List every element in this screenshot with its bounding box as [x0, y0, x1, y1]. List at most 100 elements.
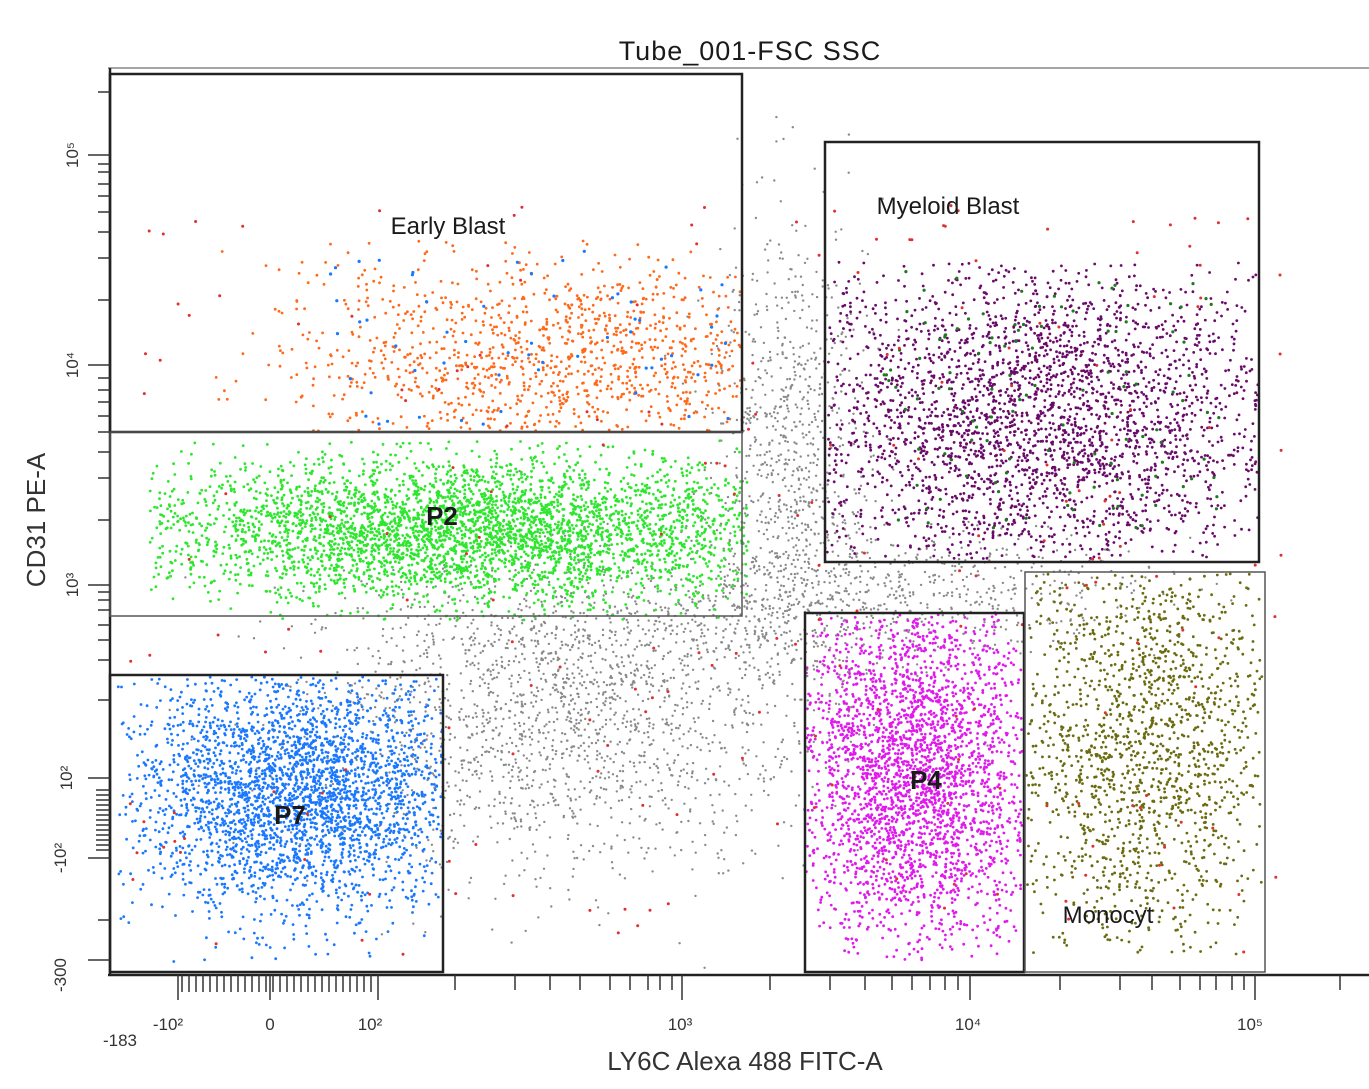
event-dot-ungated — [840, 626, 842, 628]
event-dot-ungated — [710, 462, 712, 464]
event-dot-ungated — [901, 573, 903, 575]
event-dot-early-blast — [597, 367, 600, 370]
event-dot-ungated — [792, 527, 794, 529]
event-dot-ungated — [782, 877, 784, 879]
event-dot-early-blast — [630, 384, 633, 387]
event-dot-ungated — [794, 360, 796, 362]
event-dot-ungated — [791, 429, 793, 431]
event-dot-ungated — [489, 770, 491, 772]
event-dot-ungated — [609, 684, 611, 686]
event-dot-ungated — [777, 663, 779, 665]
event-dot-early-blast — [431, 419, 434, 422]
event-dot-ungated — [849, 556, 851, 558]
event-dot-p2 — [410, 450, 413, 453]
event-dot-ungated — [802, 606, 804, 608]
event-dot-ungated — [848, 593, 850, 595]
event-dot-ungated — [539, 877, 541, 879]
event-dot-early-blast — [657, 259, 660, 262]
event-dot-ungated — [616, 695, 618, 697]
event-dot-ungated — [746, 606, 748, 608]
event-dot-early-blast — [444, 401, 447, 404]
event-dot-p2 — [349, 612, 352, 615]
event-dot-ungated — [802, 432, 804, 434]
event-dot-ungated — [452, 847, 454, 849]
event-dot-early-blast — [468, 403, 471, 406]
event-dot-ungated — [1122, 576, 1124, 578]
event-dot-early-blast — [428, 341, 431, 344]
event-dot-ungated — [829, 575, 831, 577]
event-dot-ungated — [581, 657, 583, 659]
event-dot-ungated — [951, 591, 953, 593]
event-dot-early-blast — [545, 323, 548, 326]
event-dot-ungated — [402, 649, 404, 651]
event-dot-early-blast — [405, 369, 408, 372]
event-dot-ungated — [814, 555, 816, 557]
event-dot-ungated — [487, 687, 489, 689]
event-dot-ungated — [1016, 624, 1018, 626]
event-dot-ungated — [937, 646, 939, 648]
event-dot-ungated — [570, 634, 572, 636]
event-dot-ungated — [793, 559, 795, 561]
event-dot-ungated — [499, 802, 501, 804]
event-dot-ungated — [547, 731, 549, 733]
event-dot-ungated — [631, 785, 633, 787]
event-dot-early-blast — [683, 368, 686, 371]
event-dot-early-blast — [559, 399, 562, 402]
event-dot-ungated — [604, 700, 606, 702]
event-dot-ungated — [599, 645, 601, 647]
event-dot-ungated — [858, 599, 860, 601]
event-dot-early-blast — [487, 283, 490, 286]
event-dot-ungated — [832, 397, 834, 399]
event-dot-early-blast — [343, 299, 346, 302]
event-dot-ungated — [1016, 640, 1018, 642]
event-dot-ungated — [366, 583, 368, 585]
event-dot-ungated — [994, 598, 996, 600]
event-dot-early-blast — [659, 329, 662, 332]
event-dot-p2 — [659, 518, 662, 521]
event-dot-ungated — [657, 590, 659, 592]
event-dot-early-blast — [516, 413, 519, 416]
event-dot-ungated — [752, 273, 754, 275]
event-dot-ungated — [727, 682, 729, 684]
event-dot-ungated — [934, 549, 936, 551]
event-dot-early-blast — [716, 334, 719, 337]
event-dot-early-blast — [626, 426, 629, 429]
event-dot-ungated — [520, 638, 522, 640]
event-dot-ungated — [597, 906, 599, 908]
event-dot-p2 — [671, 539, 674, 542]
event-dot-ungated — [785, 532, 787, 534]
event-dot-ungated — [592, 683, 594, 685]
event-dot-early-blast — [496, 334, 499, 337]
event-dot-early-blast — [546, 274, 549, 277]
event-dot-early-blast — [528, 410, 531, 413]
event-dot-ungated — [587, 712, 589, 714]
event-dot-ungated — [775, 429, 777, 431]
event-dot-ungated — [410, 691, 412, 693]
event-dot-early-blast — [602, 356, 605, 359]
event-dot-ungated — [630, 569, 632, 571]
event-dot-ungated — [834, 574, 836, 576]
event-dot-early-blast — [489, 417, 492, 420]
event-dot-ungated — [956, 588, 958, 590]
event-dot-ungated — [727, 644, 729, 646]
event-dot-early-blast — [645, 327, 648, 330]
event-dot-ungated — [746, 418, 748, 420]
event-dot-ungated — [552, 687, 554, 689]
event-dot-ungated — [580, 709, 582, 711]
event-dot-ungated — [813, 741, 815, 743]
event-dot-ungated — [781, 297, 783, 299]
event-dot-early-blast — [444, 367, 447, 370]
event-dot-early-blast — [472, 413, 475, 416]
event-dot-ungated — [515, 634, 517, 636]
event-dot-early-blast — [544, 328, 547, 331]
event-dot-early-blast — [701, 305, 704, 308]
event-dot-ungated — [862, 602, 864, 604]
event-dot-early-blast — [598, 314, 601, 317]
event-dot-early-blast — [489, 324, 492, 327]
event-dot-early-blast — [649, 338, 652, 341]
event-dot-ungated — [745, 805, 747, 807]
event-dot-early-blast — [567, 373, 570, 376]
event-dot-ungated — [836, 412, 838, 414]
event-dot-early-blast — [439, 411, 442, 414]
event-dot-ungated — [616, 775, 618, 777]
